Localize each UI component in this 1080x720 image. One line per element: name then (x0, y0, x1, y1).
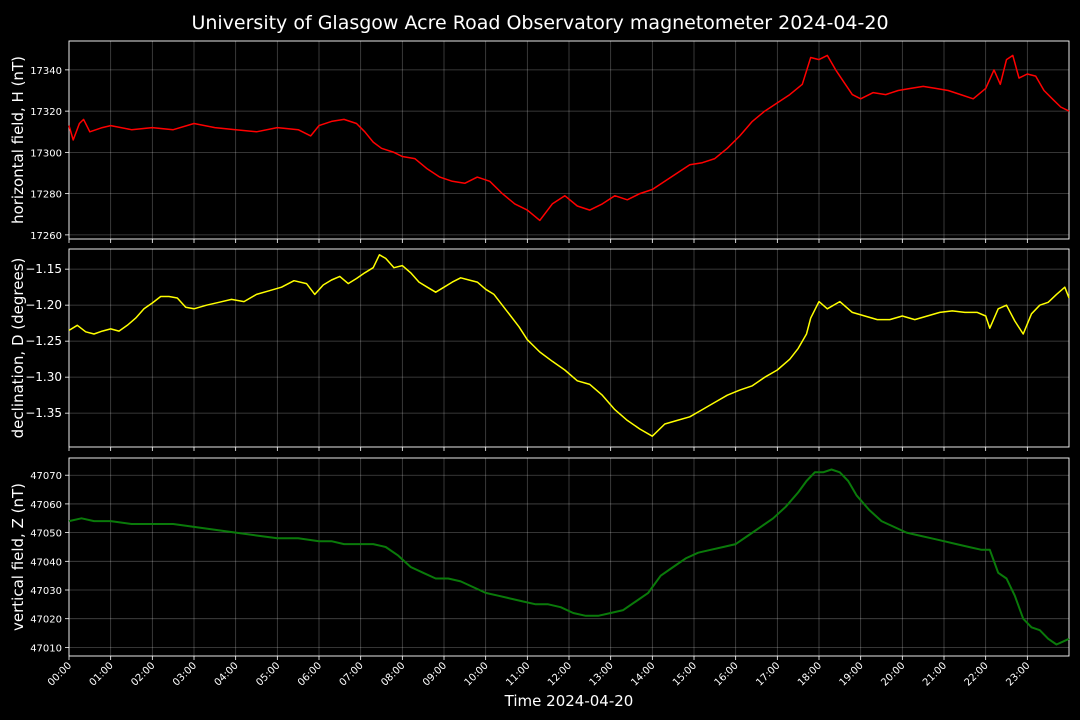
series-line (68, 468, 1070, 646)
y-tick-label: 17260 (30, 231, 62, 242)
y-tick-label: 47010 (30, 643, 62, 654)
y-tick-label: 17340 (30, 66, 62, 77)
y-tick-label: −1.15 (25, 262, 62, 276)
x-tick-label: 14:00 (629, 660, 657, 688)
x-tick-label: 09:00 (421, 660, 449, 688)
x-tick-label: 05:00 (254, 660, 282, 688)
x-tick-label: 10:00 (463, 660, 491, 688)
y-tick-label: 47020 (30, 615, 62, 626)
x-tick-label: 02:00 (129, 660, 157, 688)
x-tick-label: 23:00 (1004, 660, 1032, 688)
x-tick-label: 08:00 (379, 660, 407, 688)
x-tick-label: 06:00 (296, 660, 324, 688)
y-tick-label: −1.20 (25, 298, 62, 312)
x-tick-label: 19:00 (838, 660, 866, 688)
axes-frame (68, 248, 1070, 448)
x-tick-label: 18:00 (796, 660, 824, 688)
y-axis-label: horizontal field, H (nT) (9, 56, 27, 224)
x-tick-label: 00:00 (46, 660, 74, 688)
x-tick-labels: 00:00 01:00 02:00 03:00 04:00 05:00 06:00 07:00… (46, 660, 1032, 688)
x-tick-label: 12:00 (546, 660, 574, 688)
x-tick-label: 03:00 (171, 660, 199, 688)
x-tick-label: 13:00 (588, 660, 616, 688)
series-line (68, 254, 1070, 437)
panel-3: 47010 47020 47030 47040 47050 47060 47070verti… (9, 457, 1070, 660)
y-tick-label: 47070 (30, 471, 62, 482)
x-tick-label: 22:00 (963, 660, 991, 688)
y-tick-label: 47040 (30, 557, 62, 568)
y-tick-label: −1.25 (25, 334, 62, 348)
y-tick-label: 47030 (30, 586, 62, 597)
x-tick-label: 15:00 (671, 660, 699, 688)
x-tick-label: 17:00 (754, 660, 782, 688)
y-tick-label: −1.35 (25, 406, 62, 420)
y-axis-label: declination, D (degrees) (9, 258, 27, 439)
y-axis-label: vertical field, Z (nT) (9, 483, 27, 631)
x-axis-label: Time 2024-04-20 (504, 692, 634, 710)
x-tick-label: 21:00 (921, 660, 949, 688)
y-tick-label: 17300 (30, 148, 62, 159)
series-line (68, 54, 1070, 222)
y-tick-label: 17320 (30, 107, 62, 118)
x-tick-label: 04:00 (213, 660, 241, 688)
axes-frame (68, 457, 1070, 657)
x-tick-label: 16:00 (713, 660, 741, 688)
y-tick-label: 47060 (30, 500, 62, 511)
x-tick-label: 07:00 (338, 660, 366, 688)
axes-frame (68, 40, 1070, 240)
y-tick-label: 17280 (30, 190, 62, 201)
y-tick-label: −1.30 (25, 370, 62, 384)
chart-title: University of Glasgow Acre Road Observat… (191, 12, 888, 34)
x-tick-label: 11:00 (504, 660, 532, 688)
x-tick-label: 20:00 (879, 660, 907, 688)
x-tick-label: 01:00 (88, 660, 116, 688)
y-tick-label: 47050 (30, 529, 62, 540)
